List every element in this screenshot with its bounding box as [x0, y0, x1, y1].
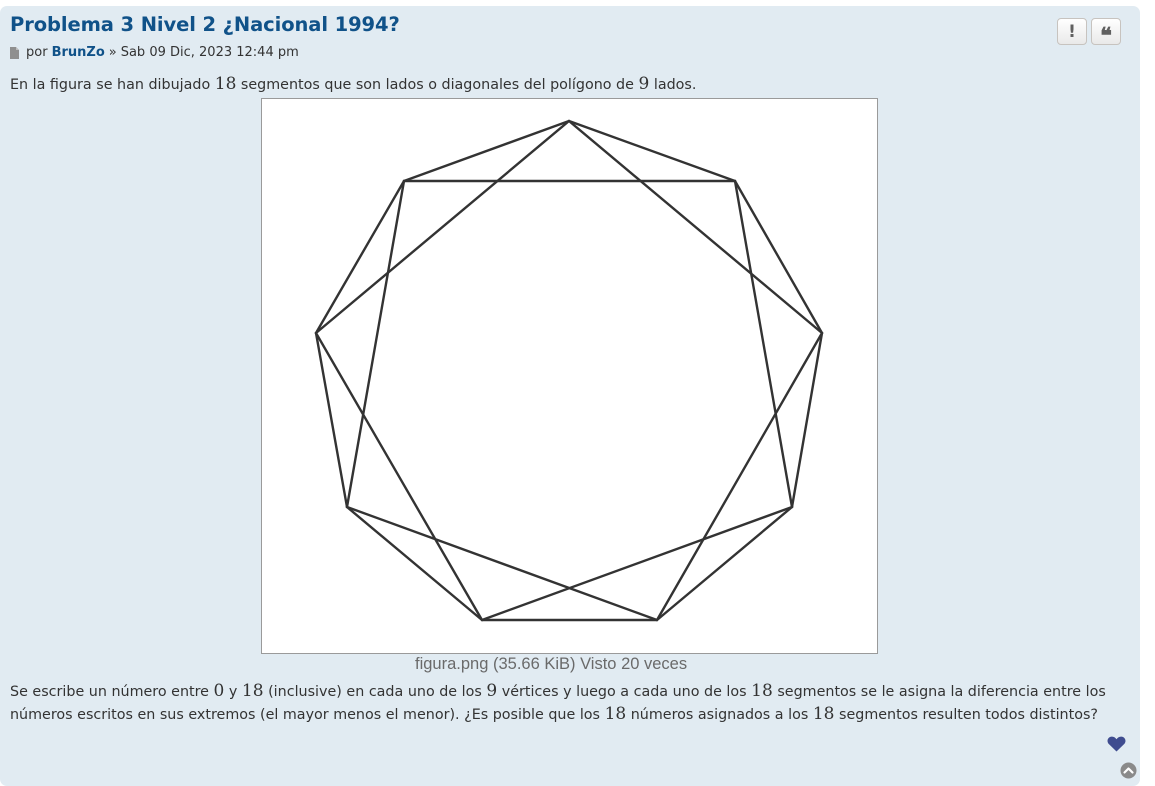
segment [480, 505, 794, 622]
math-value: 18 [604, 704, 627, 724]
segment [314, 331, 349, 509]
attachment-caption: figura.png (35.66 KiB) Visto 20 veces [415, 655, 688, 673]
math-value: 18 [812, 704, 835, 724]
figure-segments [314, 119, 824, 622]
author-prefix: por [26, 45, 48, 60]
math-value: 18 [751, 681, 773, 701]
segment [314, 119, 571, 335]
post-title[interactable]: Problema 3 Nivel 2 ¿Nacional 1994? [10, 13, 400, 36]
nonagon-figure [314, 119, 824, 622]
segment [733, 179, 824, 335]
question-text: vértices y luego a cada uno de los [497, 684, 752, 700]
segment [402, 119, 571, 183]
segment [567, 119, 824, 335]
intro-text-2: segmentos que son lados o diagonales del… [236, 77, 639, 93]
post-author-line: por BrunZo » Sab 09 Dic, 2023 12:44 pm [10, 45, 299, 60]
segment [345, 505, 484, 622]
intro-math-9: 9 [638, 74, 650, 94]
quote-button[interactable]: ❝ [1091, 18, 1121, 49]
question-text: números escritos en sus extremos (el may… [10, 707, 605, 723]
segment [655, 505, 794, 622]
segment [345, 505, 659, 622]
question-text: segmentos resulten todos distintos? [834, 707, 1098, 723]
question-text: (inclusive) en cada uno de los [263, 684, 487, 700]
math-value: 0 [213, 681, 225, 701]
segment [790, 331, 824, 509]
report-icon: ! [1068, 21, 1076, 42]
heart-icon[interactable] [1107, 736, 1126, 756]
segment [655, 331, 824, 622]
question-text: Se escribe un número entre [10, 684, 214, 700]
intro-text-1: En la figura se han dibujado [10, 77, 215, 93]
segment [314, 179, 406, 335]
question-text: números asignados a los [626, 707, 813, 723]
author-username[interactable]: BrunZo [51, 45, 105, 60]
attachment-figure[interactable] [261, 98, 878, 654]
segment [345, 179, 406, 509]
question-text: y [224, 684, 242, 700]
segment [314, 331, 484, 622]
intro-text-3: lados. [649, 77, 697, 93]
file-icon [10, 46, 19, 59]
quote-icon: ❝ [1100, 22, 1112, 49]
intro-math-18: 18 [214, 74, 237, 94]
segment [733, 179, 794, 509]
chevron-up-icon[interactable] [1120, 762, 1137, 783]
question-text: segmentos se le asigna la diferencia ent… [772, 684, 1106, 700]
post-date: Sab 09 Dic, 2023 12:44 pm [120, 45, 299, 60]
question-line-2: números escritos en sus extremos (el may… [10, 704, 1098, 724]
math-value: 9 [486, 681, 498, 701]
author-separator: » [108, 45, 117, 60]
report-button[interactable]: ! [1057, 18, 1087, 45]
math-value: 18 [241, 681, 264, 701]
segment [567, 119, 737, 183]
question-line-1: Se escribe un número entre 0 y 18 (inclu… [10, 681, 1106, 701]
post-intro: En la figura se han dibujado 18 segmento… [10, 74, 696, 94]
post-actions: ! ❝ [1057, 18, 1121, 49]
